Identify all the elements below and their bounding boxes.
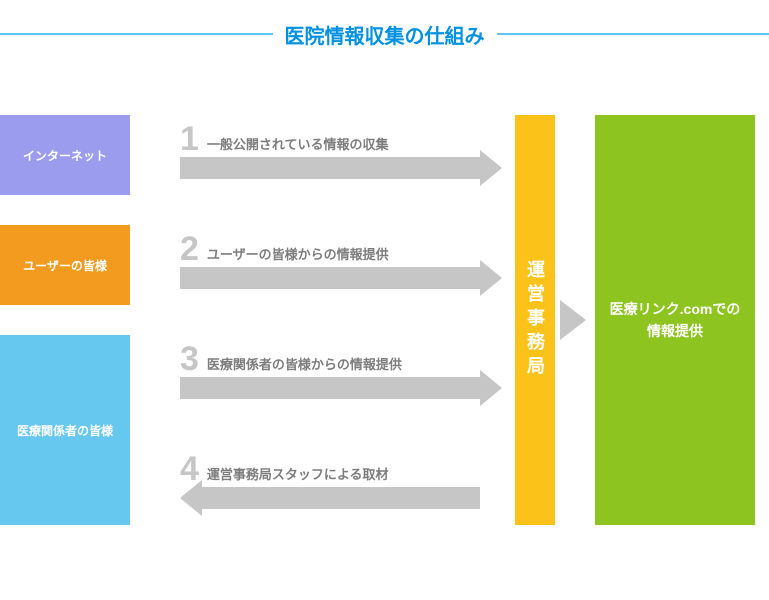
source-box-2: 医療関係者の皆様 [0,335,130,525]
flow-number-1: 1 [180,120,199,159]
flow-label-4: 運営事務局スタッフによる取材 [207,464,389,489]
flow-1: 1 一般公開されている情報の収集 [180,120,480,179]
office-box: 運営事務局 [515,115,555,525]
arrow-right-icon [560,300,586,340]
source-box-0: インターネット [0,115,130,195]
title-area: 医院情報収集の仕組み [0,20,769,60]
destination-box: 医療リンク.comでの情報提供 [595,115,755,525]
flow-number-2: 2 [180,230,199,269]
flow-3: 3 医療関係者の皆様からの情報提供 [180,340,480,399]
flow-label-2: ユーザーの皆様からの情報提供 [207,244,389,269]
arrow-right-icon [180,157,480,179]
arrow-right-icon [180,267,480,289]
flow-label-3: 医療関係者の皆様からの情報提供 [207,354,402,379]
flow-label-1: 一般公開されている情報の収集 [207,134,389,159]
flow-2: 2 ユーザーの皆様からの情報提供 [180,230,480,289]
flow-number-3: 3 [180,340,199,379]
source-box-1: ユーザーの皆様 [0,225,130,305]
diagram-canvas: インターネットユーザーの皆様医療関係者の皆様 1 一般公開されている情報の収集 2 ユー… [0,60,769,560]
diagram-title: 医院情報収集の仕組み [273,20,497,49]
arrow-right-icon [180,377,480,399]
flow-4: 4運営事務局スタッフによる取材 [180,450,480,509]
arrow-left-icon [202,487,480,509]
